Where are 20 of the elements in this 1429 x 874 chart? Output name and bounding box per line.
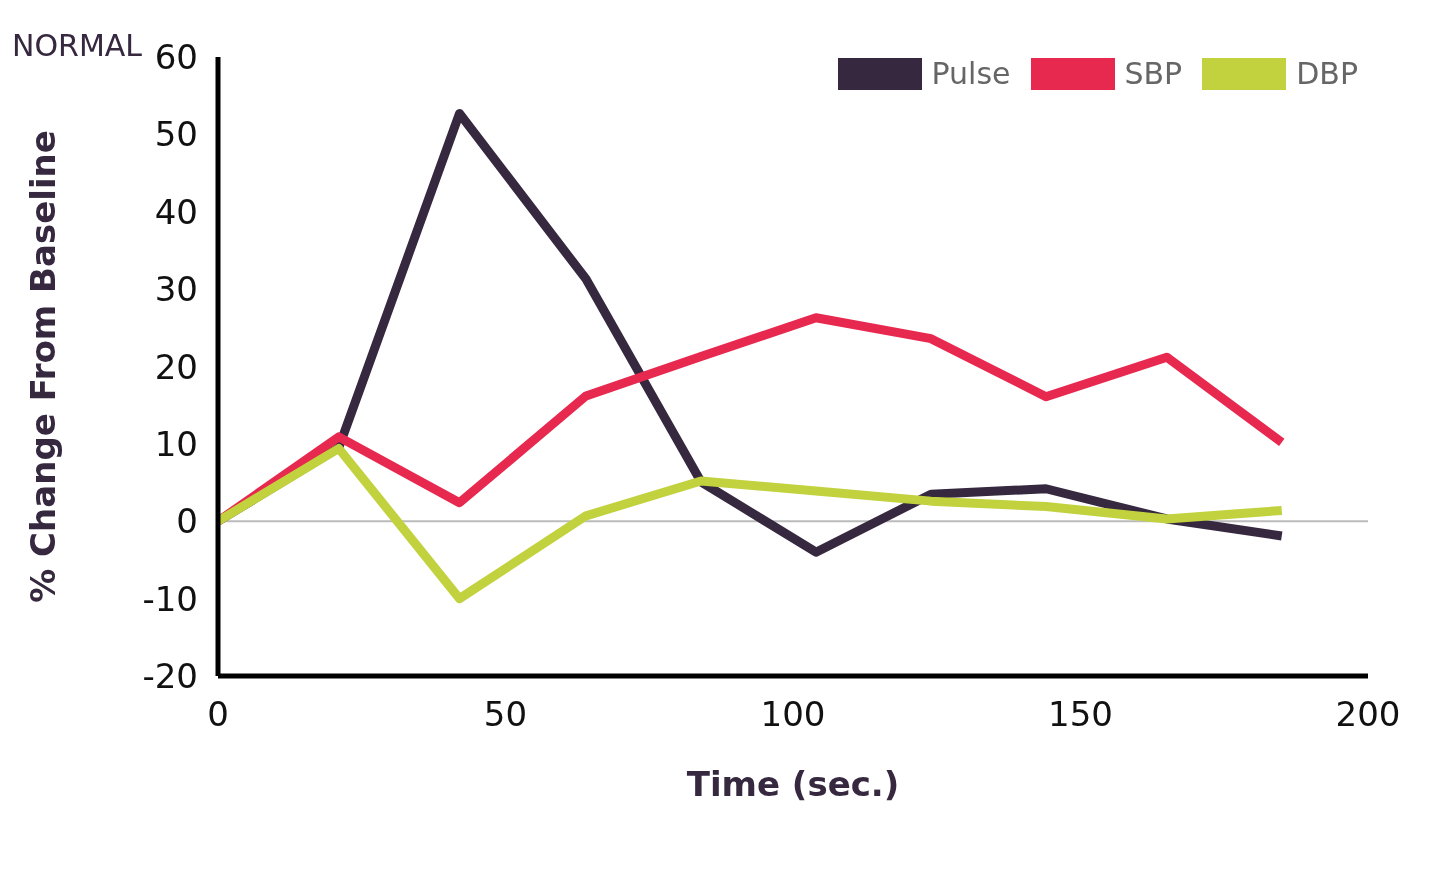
legend-label: DBP	[1296, 56, 1358, 91]
x-tick-label: 150	[1048, 694, 1113, 735]
y-axis-title: % Change From Baseline	[23, 130, 64, 603]
legend-label: Pulse	[931, 56, 1011, 91]
y-tick-label: 30	[154, 269, 198, 310]
legend-label: SBP	[1124, 56, 1183, 91]
x-tick-label: 50	[483, 694, 528, 735]
y-tick-label: 20	[154, 346, 198, 387]
x-tick-label: 100	[760, 694, 826, 735]
y-tick-label: -20	[142, 656, 198, 697]
chart-title: NORMAL	[12, 28, 143, 63]
y-tick-label: 0	[176, 501, 198, 542]
x-tick-label: 0	[207, 694, 229, 735]
x-axis-title: Time (sec.)	[686, 764, 900, 804]
x-tick-label: 200	[1335, 694, 1401, 735]
y-tick-label: -10	[142, 578, 198, 619]
y-tick-label: 10	[154, 423, 198, 464]
y-tick-label: 50	[154, 114, 198, 155]
y-tick-label: 40	[154, 191, 198, 232]
y-tick-label: 60	[154, 37, 198, 78]
